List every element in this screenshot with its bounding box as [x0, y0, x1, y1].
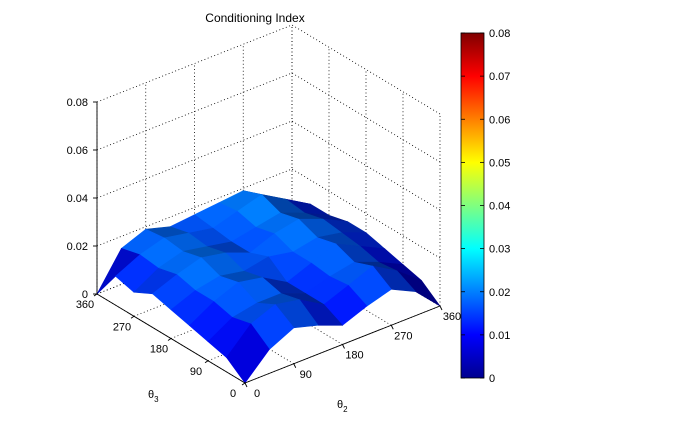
colorbar-tick-label: 0.07: [489, 71, 510, 83]
grid-line: [291, 24, 441, 115]
colorbar-ticks: 0 0.01 0.02 0.03 0.04 0.05 0.06 0.07 0.08: [461, 28, 510, 385]
x-tick-label: 180: [345, 350, 363, 362]
y-tick-label: 180: [150, 344, 168, 356]
surface-plot: [96, 190, 441, 384]
x-tick-label: 90: [300, 369, 312, 381]
z-tick-label: 0.04: [67, 193, 88, 205]
x-tick-label: 360: [443, 311, 461, 323]
y-tick-label: 90: [190, 366, 202, 378]
tick-labels: 09018027036009018027036000.020.040.060.0…: [67, 97, 462, 400]
grid-line: [291, 168, 441, 259]
x-tick-mark: [293, 363, 297, 368]
colorbar-tick-label: 0.08: [489, 28, 510, 40]
z-tick-label: 0.08: [67, 97, 88, 109]
grid-line: [291, 120, 441, 211]
x-tick-mark: [439, 305, 443, 311]
chart-title: Conditioning Index: [205, 11, 304, 25]
x-tick-label: 270: [394, 330, 412, 342]
z-tick-label: 0.02: [67, 241, 88, 253]
colorbar-tick-label: 0.01: [489, 330, 510, 342]
colorbar-tick-label: 0.04: [489, 201, 510, 213]
y-tick-mark: [130, 315, 135, 319]
x-tick-mark: [244, 382, 248, 388]
y-tick-label: 270: [113, 321, 131, 333]
y-tick-mark: [241, 382, 246, 386]
colorbar-tick-label: 0.03: [489, 244, 510, 256]
x-axis-label: θ2: [337, 399, 348, 414]
y-axis-label: θ3: [148, 389, 159, 404]
grid-line: [291, 72, 441, 163]
colorbar-tick-label: 0: [489, 373, 495, 385]
x-tick-label: 0: [254, 388, 260, 400]
y-tick-mark: [204, 360, 209, 364]
y-tick-label: 360: [76, 299, 94, 311]
z-tick-label: 0.06: [67, 145, 88, 157]
x-tick-mark: [342, 344, 345, 349]
colorbar-tick-label: 0.02: [489, 287, 510, 299]
y-tick-mark: [167, 338, 172, 341]
y-tick-label: 0: [230, 388, 236, 400]
x-tick-mark: [390, 325, 394, 330]
colorbar-tick-label: 0.06: [489, 114, 510, 126]
surface-patch: [226, 323, 270, 384]
z-tick-label: 0: [82, 289, 88, 301]
colorbar-tick-label: 0.05: [489, 157, 510, 169]
